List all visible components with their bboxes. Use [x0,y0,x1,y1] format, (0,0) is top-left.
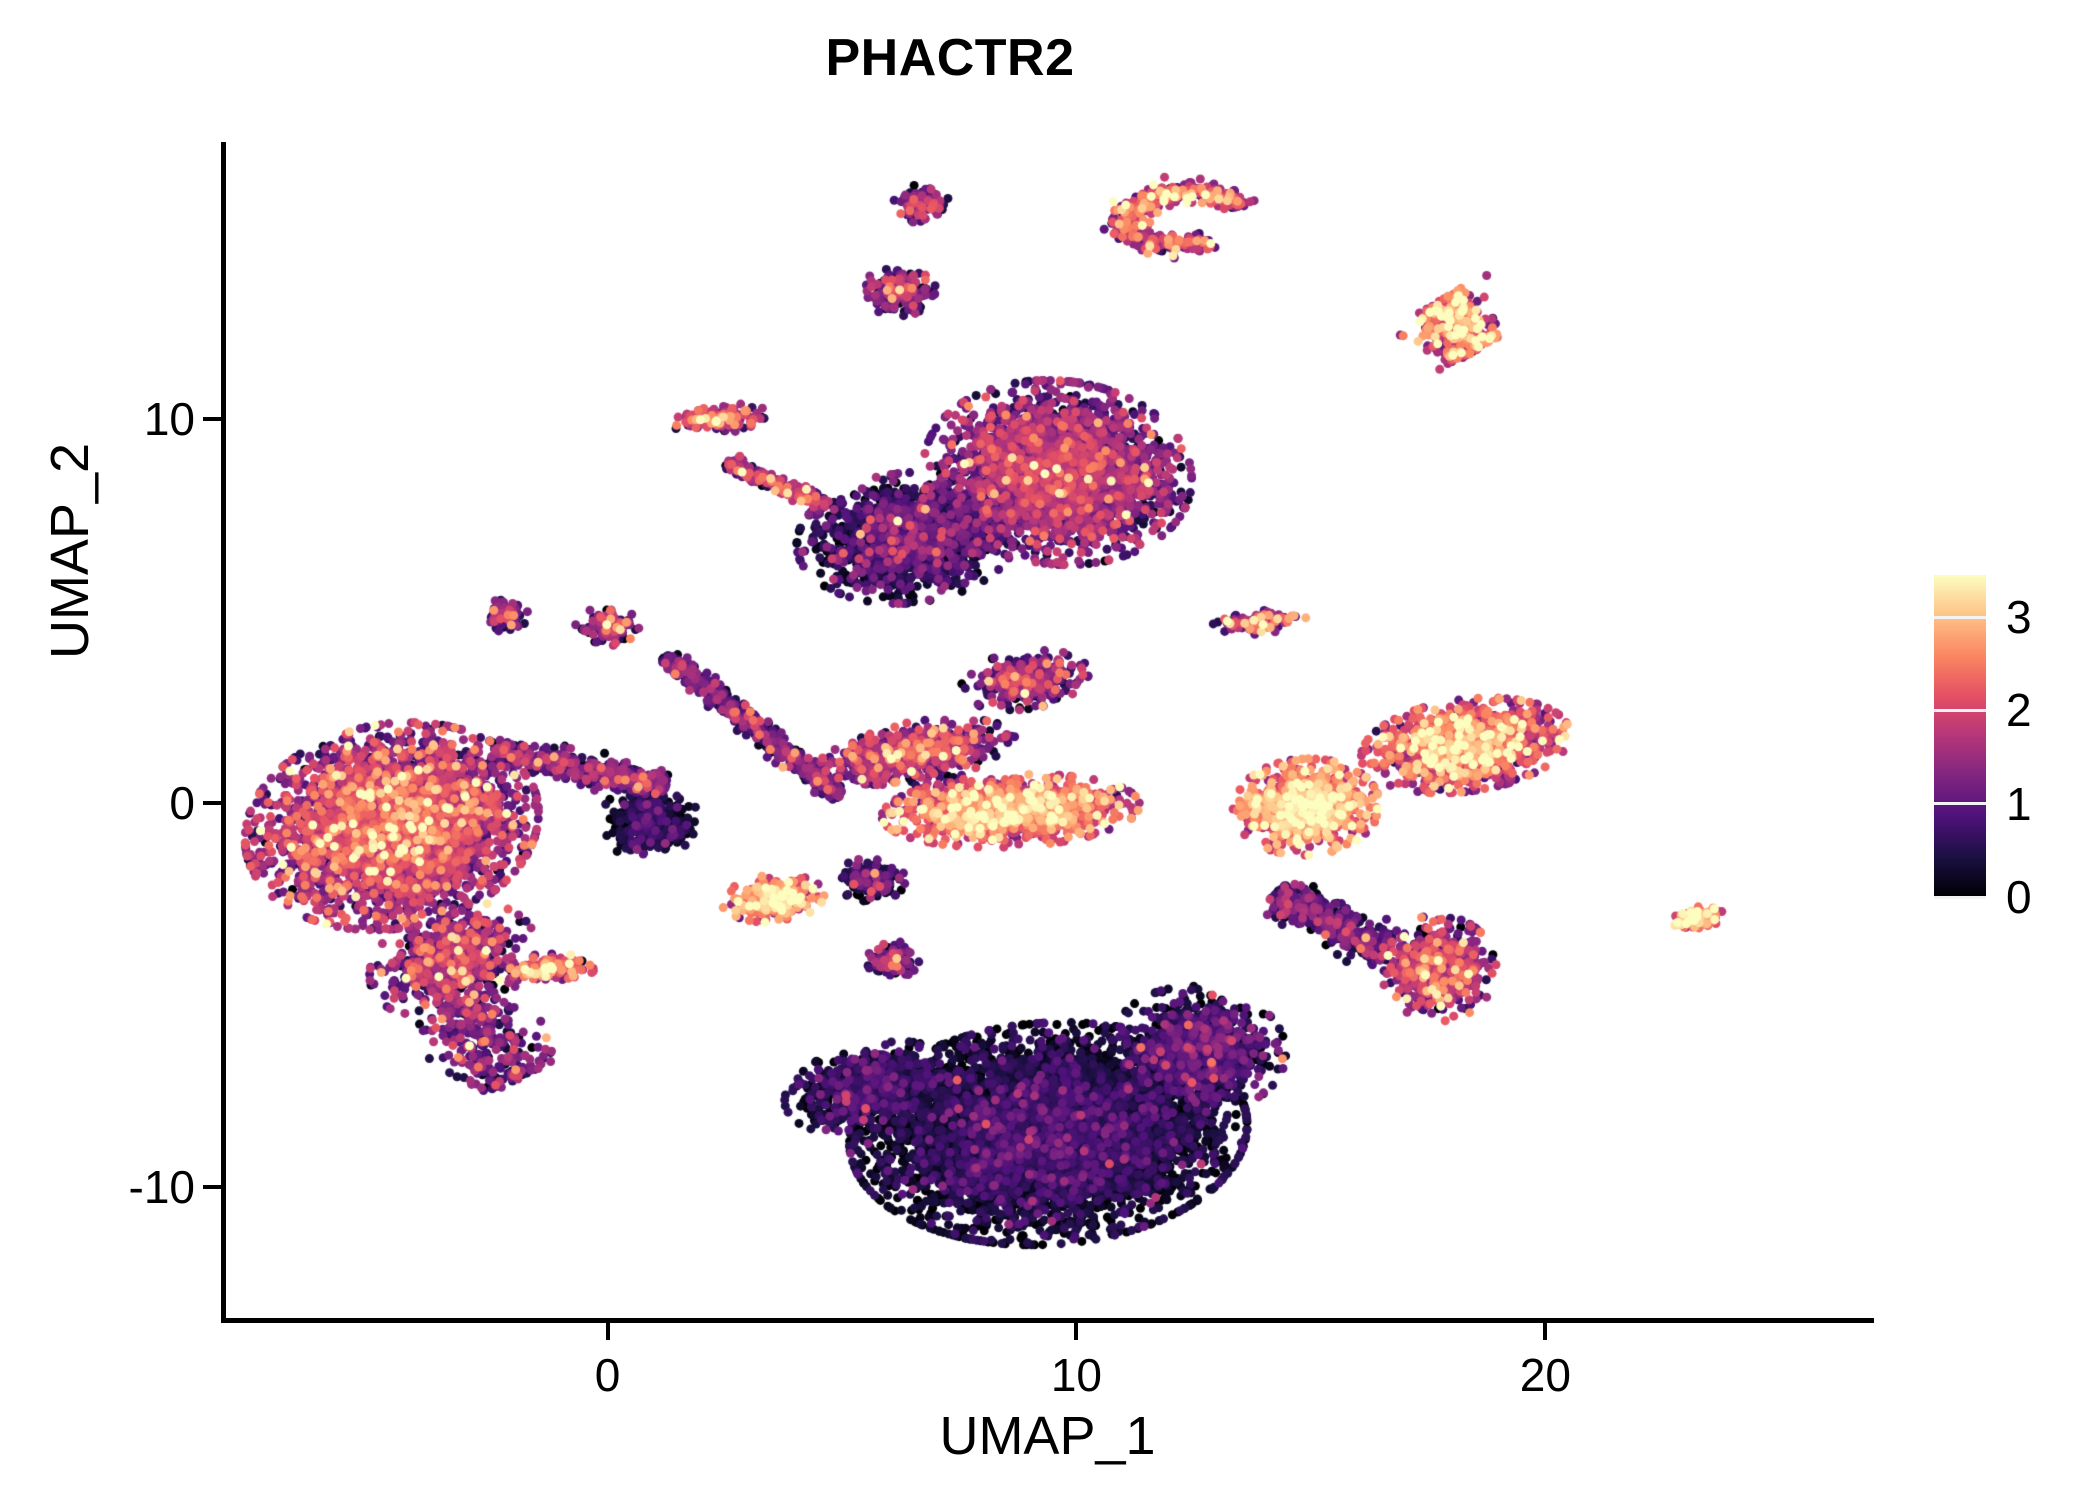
y-axis-label: UMAP_2 [40,442,100,660]
y-tick-label: 10 [143,392,195,445]
x-tick-label: 20 [1519,1349,1571,1401]
colorbar-gradient [1934,575,1986,897]
page-title: PHACTR2 [825,29,1075,87]
y-tick-label: -10 [128,1161,195,1214]
y-tick-mark [203,1185,221,1190]
colorbar-tick-label: 1 [2006,777,2032,830]
x-tick-label: 10 [1050,1349,1103,1401]
colorbar-tick-mark [1934,708,1986,712]
y-tick-label: 0 [169,777,195,830]
x-axis-line [221,1318,1874,1323]
y-tick-mark [203,416,221,421]
colorbar-legend: 0 1 2 3 [1934,575,2094,923]
y-tick-mark [203,801,221,806]
scatter-plot-area [223,142,1883,1322]
colorbar-tick-label: 0 [2006,871,2032,923]
colorbar-tick-mark [1934,802,1986,806]
x-tick-label: 0 [594,1349,621,1401]
x-tick-mark [1543,1322,1548,1340]
colorbar-tick-label: 3 [2006,591,2032,643]
x-tick-mark [1074,1322,1079,1340]
x-axis-label: UMAP_1 [939,1406,1156,1466]
colorbar-tick-label: 2 [2006,684,2032,737]
x-tick-mark [605,1322,610,1340]
colorbar-tick-mark [1934,895,1986,899]
colorbar-tick-mark [1934,615,1986,619]
y-axis-line [221,142,226,1320]
